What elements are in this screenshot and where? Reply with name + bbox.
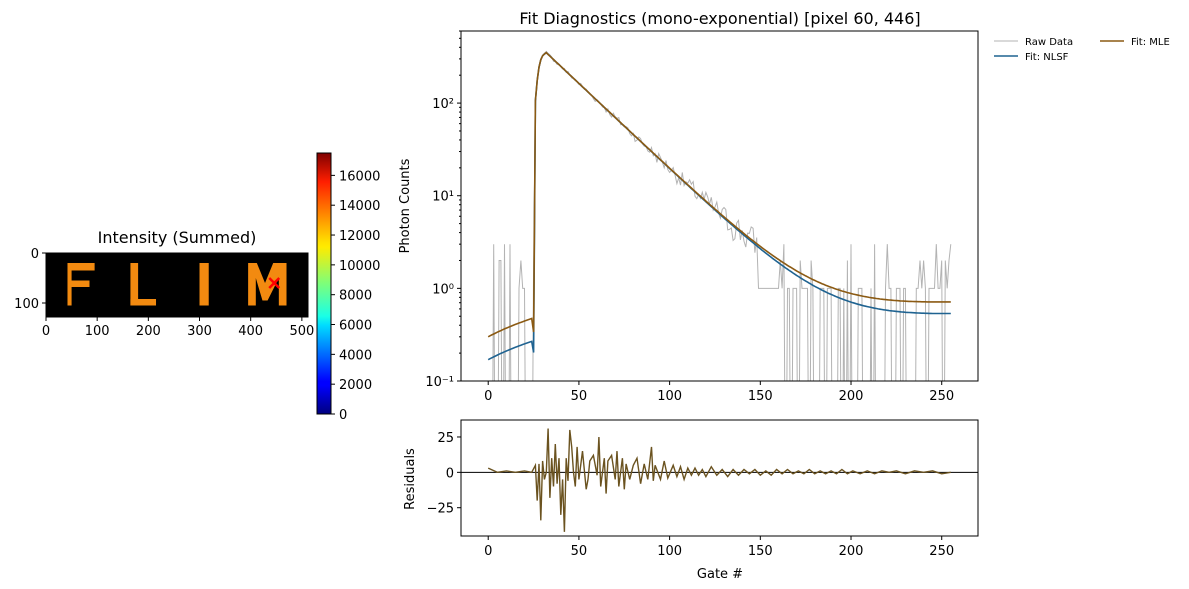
y-tick-label: 10²: [432, 97, 454, 112]
x-tick-label: 0: [484, 389, 492, 404]
y-tick-label: 10⁰: [432, 282, 454, 297]
decay-plot-title: Fit Diagnostics (mono-exponential) [pixe…: [519, 9, 920, 28]
residual-x-ticks: 0 50 100 150 200 250: [484, 536, 954, 559]
decay-x-ticks: 0 50 100 150 200 250: [484, 381, 954, 404]
colorbar-tick-label: 8000: [339, 289, 372, 304]
x-tick-label: 100: [85, 324, 110, 339]
residual-plot-frame: [460, 419, 979, 537]
intensity-letters: [67, 263, 287, 306]
legend: Raw Data Fit: NLSF Fit: MLE: [994, 37, 1170, 63]
x-tick-label: 500: [289, 324, 314, 339]
decay-y-axis-label: Photon Counts: [398, 158, 413, 253]
nlsf-fit-series: [487, 51, 951, 361]
letter-i: [199, 263, 209, 306]
residual-series: [487, 428, 951, 532]
legend-label-raw: Raw Data: [1025, 37, 1073, 48]
residual-y-axis-label: Residuals: [403, 448, 418, 510]
y-tick-label: 0: [31, 247, 39, 262]
letter-l-base: [130, 299, 157, 306]
x-tick-label: 200: [136, 324, 161, 339]
colorbar-gradient: [316, 152, 332, 415]
legend-label-mle: Fit: MLE: [1131, 37, 1170, 48]
x-tick-label: 0: [42, 324, 50, 339]
marker-stroke: [268, 277, 281, 289]
selected-pixel-marker: [268, 277, 281, 289]
y-tick-label: 100: [14, 297, 39, 312]
x-tick-label: 200: [839, 544, 864, 559]
intensity-title: Intensity (Summed): [98, 228, 257, 247]
letter-f-mid: [67, 280, 90, 287]
y-tick-label: 25: [437, 431, 454, 446]
colorbar-tick-label: 6000: [339, 319, 372, 334]
x-tick-label: 100: [657, 544, 682, 559]
residual-x-axis-label: Gate #: [697, 567, 743, 582]
colorbar-tick-label: 12000: [339, 229, 380, 244]
legend-label-nlsf: Fit: NLSF: [1025, 52, 1069, 63]
y-tick-label: 10¹: [432, 190, 454, 205]
y-tick-label: −25: [427, 502, 454, 517]
x-tick-label: 100: [657, 389, 682, 404]
decay-plot: Fit Diagnostics (mono-exponential) [pixe…: [398, 9, 979, 404]
decay-y-ticks: 10⁻¹ 10⁰ 10¹ 10²: [425, 30, 461, 390]
colorbar-tick-label: 0: [339, 408, 347, 423]
letter-f-top: [67, 263, 95, 271]
colorbar-tick-label: 10000: [339, 259, 380, 274]
mle-fit-series: [487, 51, 951, 338]
colorbar-tick-label: 16000: [339, 169, 380, 184]
x-tick-label: 150: [748, 544, 773, 559]
intensity-x-ticks: 0 100 200 300 400 500: [42, 317, 314, 339]
x-tick-label: 250: [929, 389, 954, 404]
colorbar-tick-label: 14000: [339, 199, 380, 214]
residual-plot: 0 50 100 150 200 250 −25 0 25 Gate # Residuals: [403, 419, 979, 582]
colorbar-tick-label: 4000: [339, 348, 372, 363]
y-tick-label: 10⁻¹: [425, 375, 454, 390]
letter-l: [130, 263, 139, 306]
x-tick-label: 150: [748, 389, 773, 404]
x-tick-label: 50: [571, 389, 588, 404]
decay-plot-frame: [460, 30, 979, 382]
letter-m: [248, 263, 287, 306]
x-tick-label: 300: [187, 324, 212, 339]
x-tick-label: 200: [839, 389, 864, 404]
x-tick-label: 0: [484, 544, 492, 559]
colorbar-tick-label: 2000: [339, 378, 372, 393]
colorbar: 0 2000 4000 6000 8000 10000 12000 14000 16000: [316, 152, 380, 423]
residual-y-ticks: −25 0 25: [427, 431, 461, 517]
intensity-y-ticks: 0 100: [14, 247, 46, 312]
x-tick-label: 250: [929, 544, 954, 559]
y-tick-label: 0: [446, 466, 454, 481]
intensity-frame: [45, 252, 309, 318]
x-tick-label: 50: [571, 544, 588, 559]
x-tick-label: 400: [238, 324, 263, 339]
colorbar-ticks: 0 2000 4000 6000 8000 10000 12000 14000 16000: [331, 169, 380, 423]
